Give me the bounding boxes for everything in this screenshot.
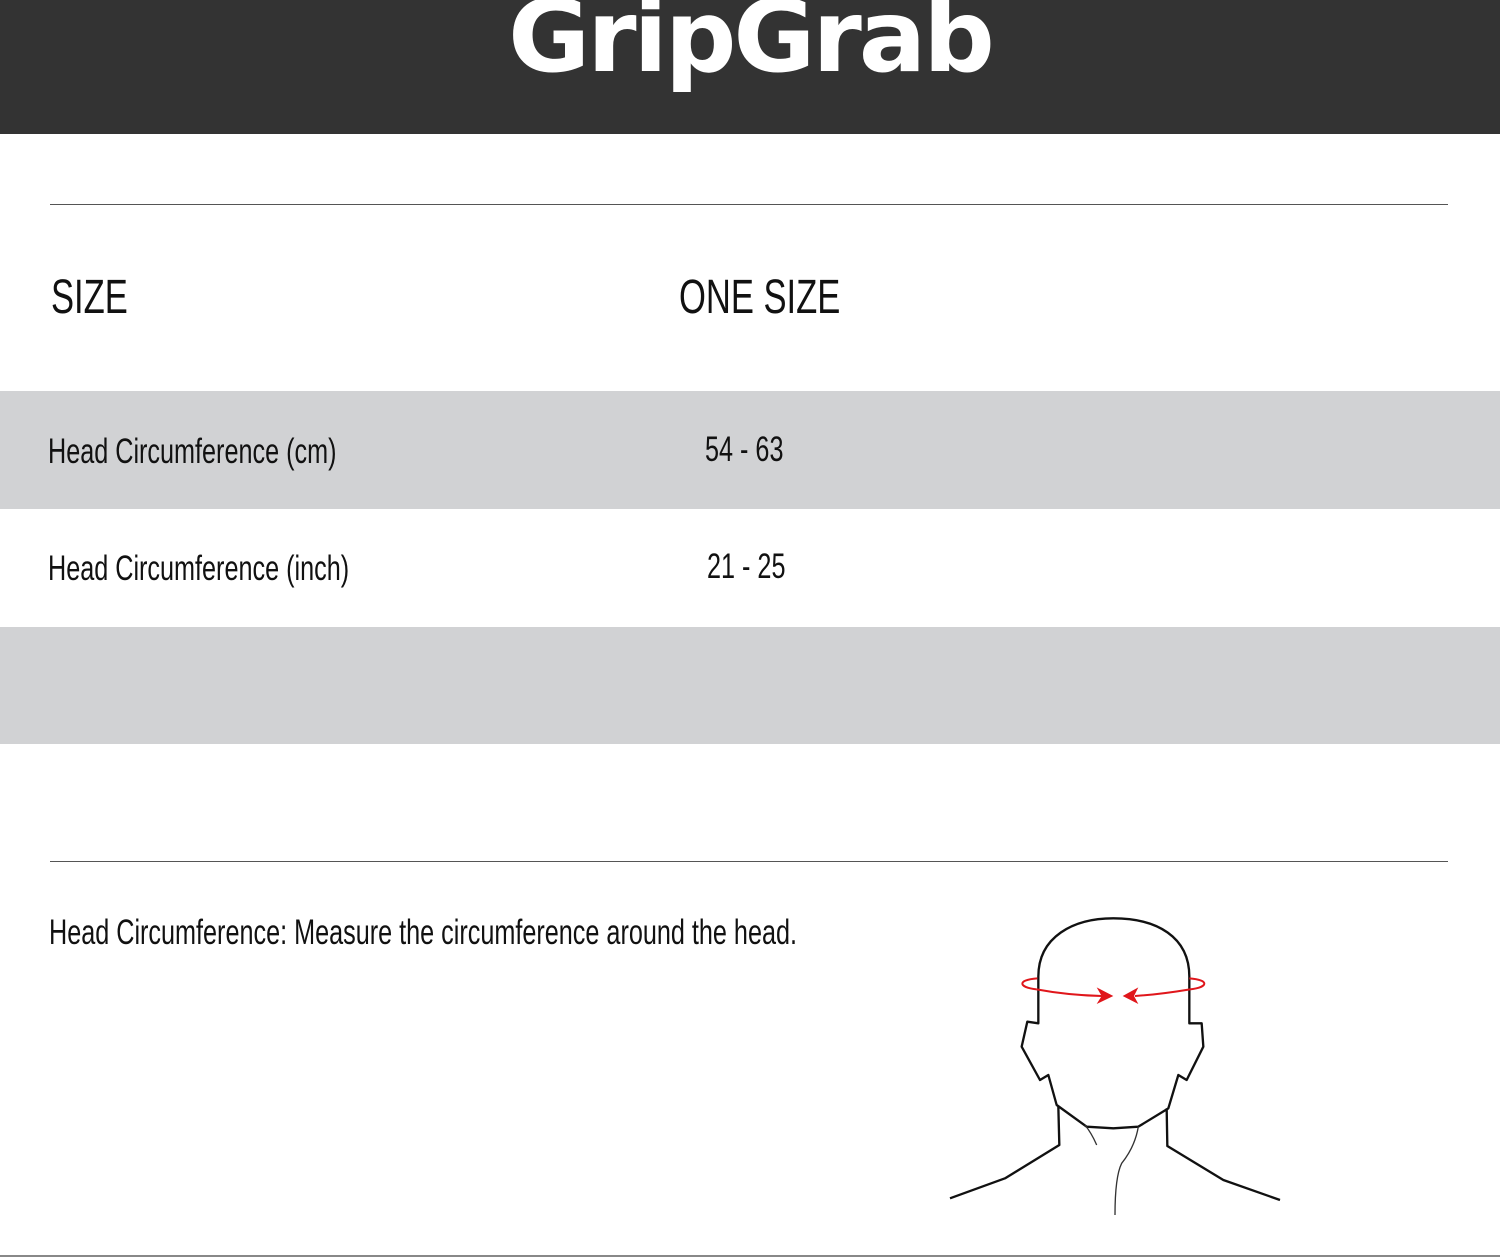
table-header-row: SIZE ONE SIZE	[0, 270, 1500, 330]
row-value: 21 - 25	[707, 547, 786, 586]
measurement-instructions: Head Circumference: Measure the circumfe…	[49, 913, 797, 952]
row-label: Head Circumference (cm)	[48, 432, 337, 471]
size-column-header: SIZE	[51, 271, 128, 324]
head-measurement-diagram	[949, 917, 1281, 1216]
head-outline	[949, 917, 1281, 1202]
neck-lines	[1084, 1124, 1139, 1216]
brand-header: GripGrab	[0, 0, 1500, 134]
gripgrab-logo: GripGrab	[508, 0, 995, 95]
table-row: Head Circumference (cm) 54 - 63	[0, 391, 1500, 509]
divider	[50, 204, 1448, 205]
bottom-border	[0, 1255, 1500, 1257]
measurement-arrows-icon	[1021, 977, 1206, 1004]
one-size-column-header: ONE SIZE	[679, 271, 841, 324]
table-row-empty	[0, 627, 1500, 744]
row-label: Head Circumference (inch)	[48, 549, 350, 588]
table-row: Head Circumference (inch) 21 - 25	[0, 509, 1500, 627]
row-value: 54 - 63	[705, 430, 784, 469]
divider	[50, 861, 1448, 862]
